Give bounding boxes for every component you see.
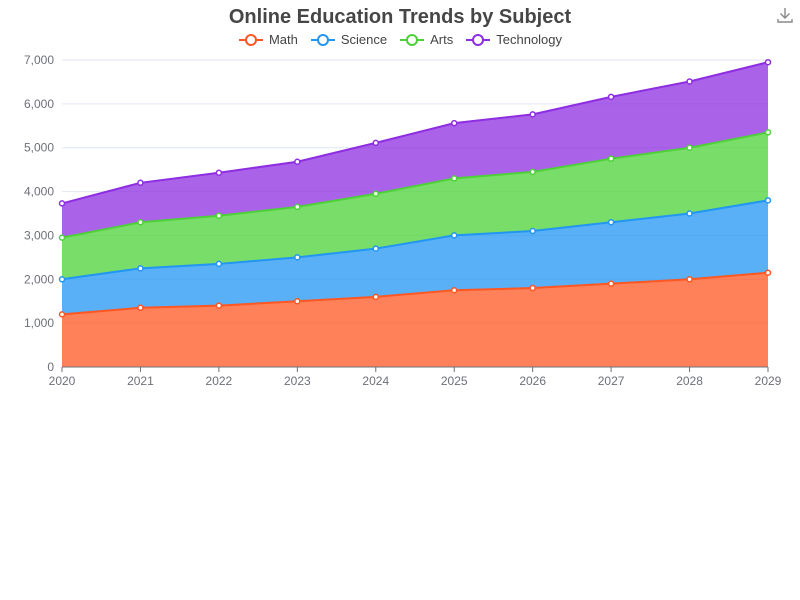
point-technology — [529, 111, 536, 118]
point-technology — [607, 93, 615, 101]
y-tick-label: 5,000 — [24, 141, 54, 155]
area-arts — [62, 132, 768, 280]
point-technology — [137, 179, 144, 187]
point-science — [764, 197, 772, 204]
y-tick-label: 2,000 — [24, 272, 54, 286]
point-math — [137, 304, 144, 312]
legend-marker-icon — [400, 33, 425, 46]
download-icon — [777, 8, 793, 23]
x-tick-label: 2029 — [755, 374, 782, 388]
legend-marker-icon — [238, 33, 263, 46]
legend-marker-icon — [310, 33, 335, 46]
x-tick-label: 2023 — [284, 374, 311, 388]
legend-label: Science — [340, 32, 388, 47]
legend: Math Science Arts Technology — [0, 32, 800, 47]
legend-item-arts[interactable]: Arts — [399, 32, 453, 47]
x-tick-label: 2028 — [676, 374, 703, 388]
point-math — [372, 293, 380, 301]
point-science — [137, 265, 144, 272]
y-tick-label: 3,000 — [24, 228, 54, 242]
legend-label: Technology — [496, 32, 563, 47]
legend-label: Math — [268, 32, 298, 47]
x-tick-label: 2025 — [441, 374, 468, 388]
download-button[interactable] — [776, 6, 794, 24]
point-arts — [686, 144, 693, 151]
point-math — [607, 280, 615, 287]
point-math — [58, 311, 66, 318]
legend-item-math[interactable]: Math — [238, 32, 298, 47]
point-technology — [215, 169, 223, 176]
point-technology — [58, 200, 66, 207]
point-math — [215, 302, 223, 309]
point-technology — [686, 78, 693, 85]
point-science — [58, 276, 66, 283]
point-science — [529, 227, 536, 235]
x-tick-label: 2022 — [206, 374, 233, 388]
point-math — [686, 276, 693, 283]
point-math — [294, 297, 301, 305]
point-arts — [372, 190, 380, 198]
chart-title: Online Education Trends by Subject — [228, 6, 572, 28]
point-math — [450, 287, 458, 294]
y-tick-label: 0 — [47, 360, 54, 374]
x-tick-label: 2027 — [598, 374, 625, 388]
point-arts — [450, 175, 458, 182]
y-tick-label: 6,000 — [24, 97, 54, 111]
point-math — [764, 269, 772, 276]
area-technology — [62, 62, 768, 238]
area-science — [62, 200, 768, 315]
point-arts — [529, 168, 536, 176]
point-arts — [215, 212, 223, 219]
y-tick-label: 7,000 — [24, 53, 54, 67]
line-science — [61, 199, 769, 281]
point-technology — [450, 119, 458, 127]
legend-item-science[interactable]: Science — [310, 32, 387, 47]
point-science — [215, 260, 223, 268]
y-tick-label: 4,000 — [24, 185, 54, 199]
point-technology — [372, 139, 380, 147]
x-tick-label: 2026 — [519, 374, 546, 388]
point-science — [372, 245, 380, 252]
point-arts — [607, 155, 615, 162]
point-arts — [294, 203, 301, 211]
point-arts — [764, 129, 772, 136]
line-math — [61, 271, 769, 316]
legend-marker-icon — [466, 33, 491, 46]
point-science — [450, 232, 458, 239]
legend-label: Arts — [430, 32, 454, 47]
point-arts — [58, 234, 66, 241]
y-tick-label: 1,000 — [24, 316, 54, 330]
point-science — [686, 210, 693, 217]
point-technology — [294, 158, 301, 165]
point-math — [529, 284, 536, 292]
area-math — [62, 272, 768, 367]
x-tick-label: 2020 — [49, 374, 76, 388]
point-science — [294, 254, 301, 261]
legend-item-technology[interactable]: Technology — [465, 32, 562, 47]
line-technology — [61, 61, 769, 205]
x-tick-label: 2021 — [127, 374, 154, 388]
point-arts — [137, 219, 144, 226]
point-technology — [764, 58, 772, 66]
point-science — [607, 219, 615, 226]
line-arts — [61, 131, 769, 239]
x-tick-label: 2024 — [362, 374, 389, 388]
